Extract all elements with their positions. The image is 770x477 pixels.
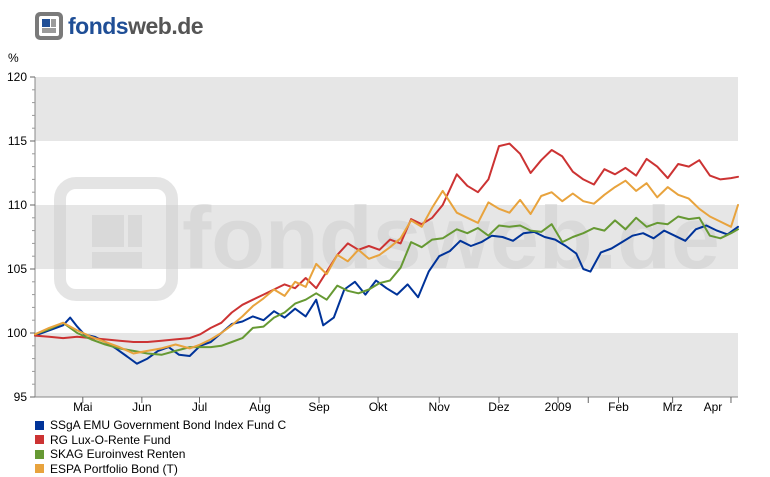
logo-text-web: web.de <box>128 12 204 39</box>
legend-label: SKAG Euroinvest Renten <box>50 447 186 462</box>
x-tick-label: Apr <box>704 400 723 414</box>
x-tick-label: 2009 <box>545 400 572 414</box>
y-tick-label: 110 <box>8 198 27 212</box>
x-tick-label: Okt <box>369 400 388 414</box>
x-tick-label: Mai <box>73 400 92 414</box>
legend-swatch <box>35 435 44 445</box>
y-tick-label: 95 <box>14 390 28 404</box>
y-tick-label: 115 <box>8 134 27 148</box>
legend-label: RG Lux-O-Rente Fund <box>50 432 171 447</box>
plot-band <box>35 141 738 205</box>
y-tick-label: 100 <box>7 326 27 340</box>
watermark-icon <box>54 177 178 301</box>
x-tick-label: Jun <box>132 400 151 414</box>
series-line <box>34 179 739 355</box>
x-tick-label: Mrz <box>663 400 683 414</box>
legend-label: SSgA EMU Government Bond Index Fund C <box>50 418 287 433</box>
legend-swatch <box>35 449 44 459</box>
logo-mark-icon <box>34 11 64 41</box>
legend-swatch <box>35 420 44 430</box>
legend-item[interactable]: RG Lux-O-Rente Fund <box>35 433 286 448</box>
x-tick-label: Aug <box>249 400 270 414</box>
legend: SSgA EMU Government Bond Index Fund C RG… <box>35 418 286 476</box>
x-tick-label: Sep <box>308 400 330 414</box>
y-tick-label: 120 <box>7 70 27 84</box>
x-tick-label: Feb <box>608 400 629 414</box>
legend-item[interactable]: SSgA EMU Government Bond Index Fund C <box>35 418 286 433</box>
fondsweb-logo[interactable]: fondsweb.de <box>34 9 204 43</box>
logo-text-fonds: fonds <box>68 12 129 39</box>
logo-text: fondsweb.de <box>68 12 204 40</box>
x-tick-label: Nov <box>429 400 450 414</box>
series-line <box>34 224 739 365</box>
plot-band <box>35 77 738 141</box>
legend-swatch <box>35 464 44 474</box>
y-tick-label: 105 <box>7 262 27 276</box>
plot-band <box>35 205 738 269</box>
y-axis-unit-label: % <box>8 51 19 65</box>
x-tick-label: Dez <box>488 400 509 414</box>
legend-item[interactable]: ESPA Portfolio Bond (T) <box>35 462 286 477</box>
series-line <box>34 215 739 356</box>
x-tick-label: Jul <box>192 400 207 414</box>
plot-band <box>35 333 738 397</box>
background-bands <box>35 77 738 397</box>
axes: 95 100 105 110 115 120 Mai Jun Jul Aug Sep Okt Nov De… <box>7 70 738 414</box>
legend-label: ESPA Portfolio Bond (T) <box>50 461 178 476</box>
series-lines <box>34 142 739 365</box>
legend-item[interactable]: SKAG Euroinvest Renten <box>35 447 286 462</box>
